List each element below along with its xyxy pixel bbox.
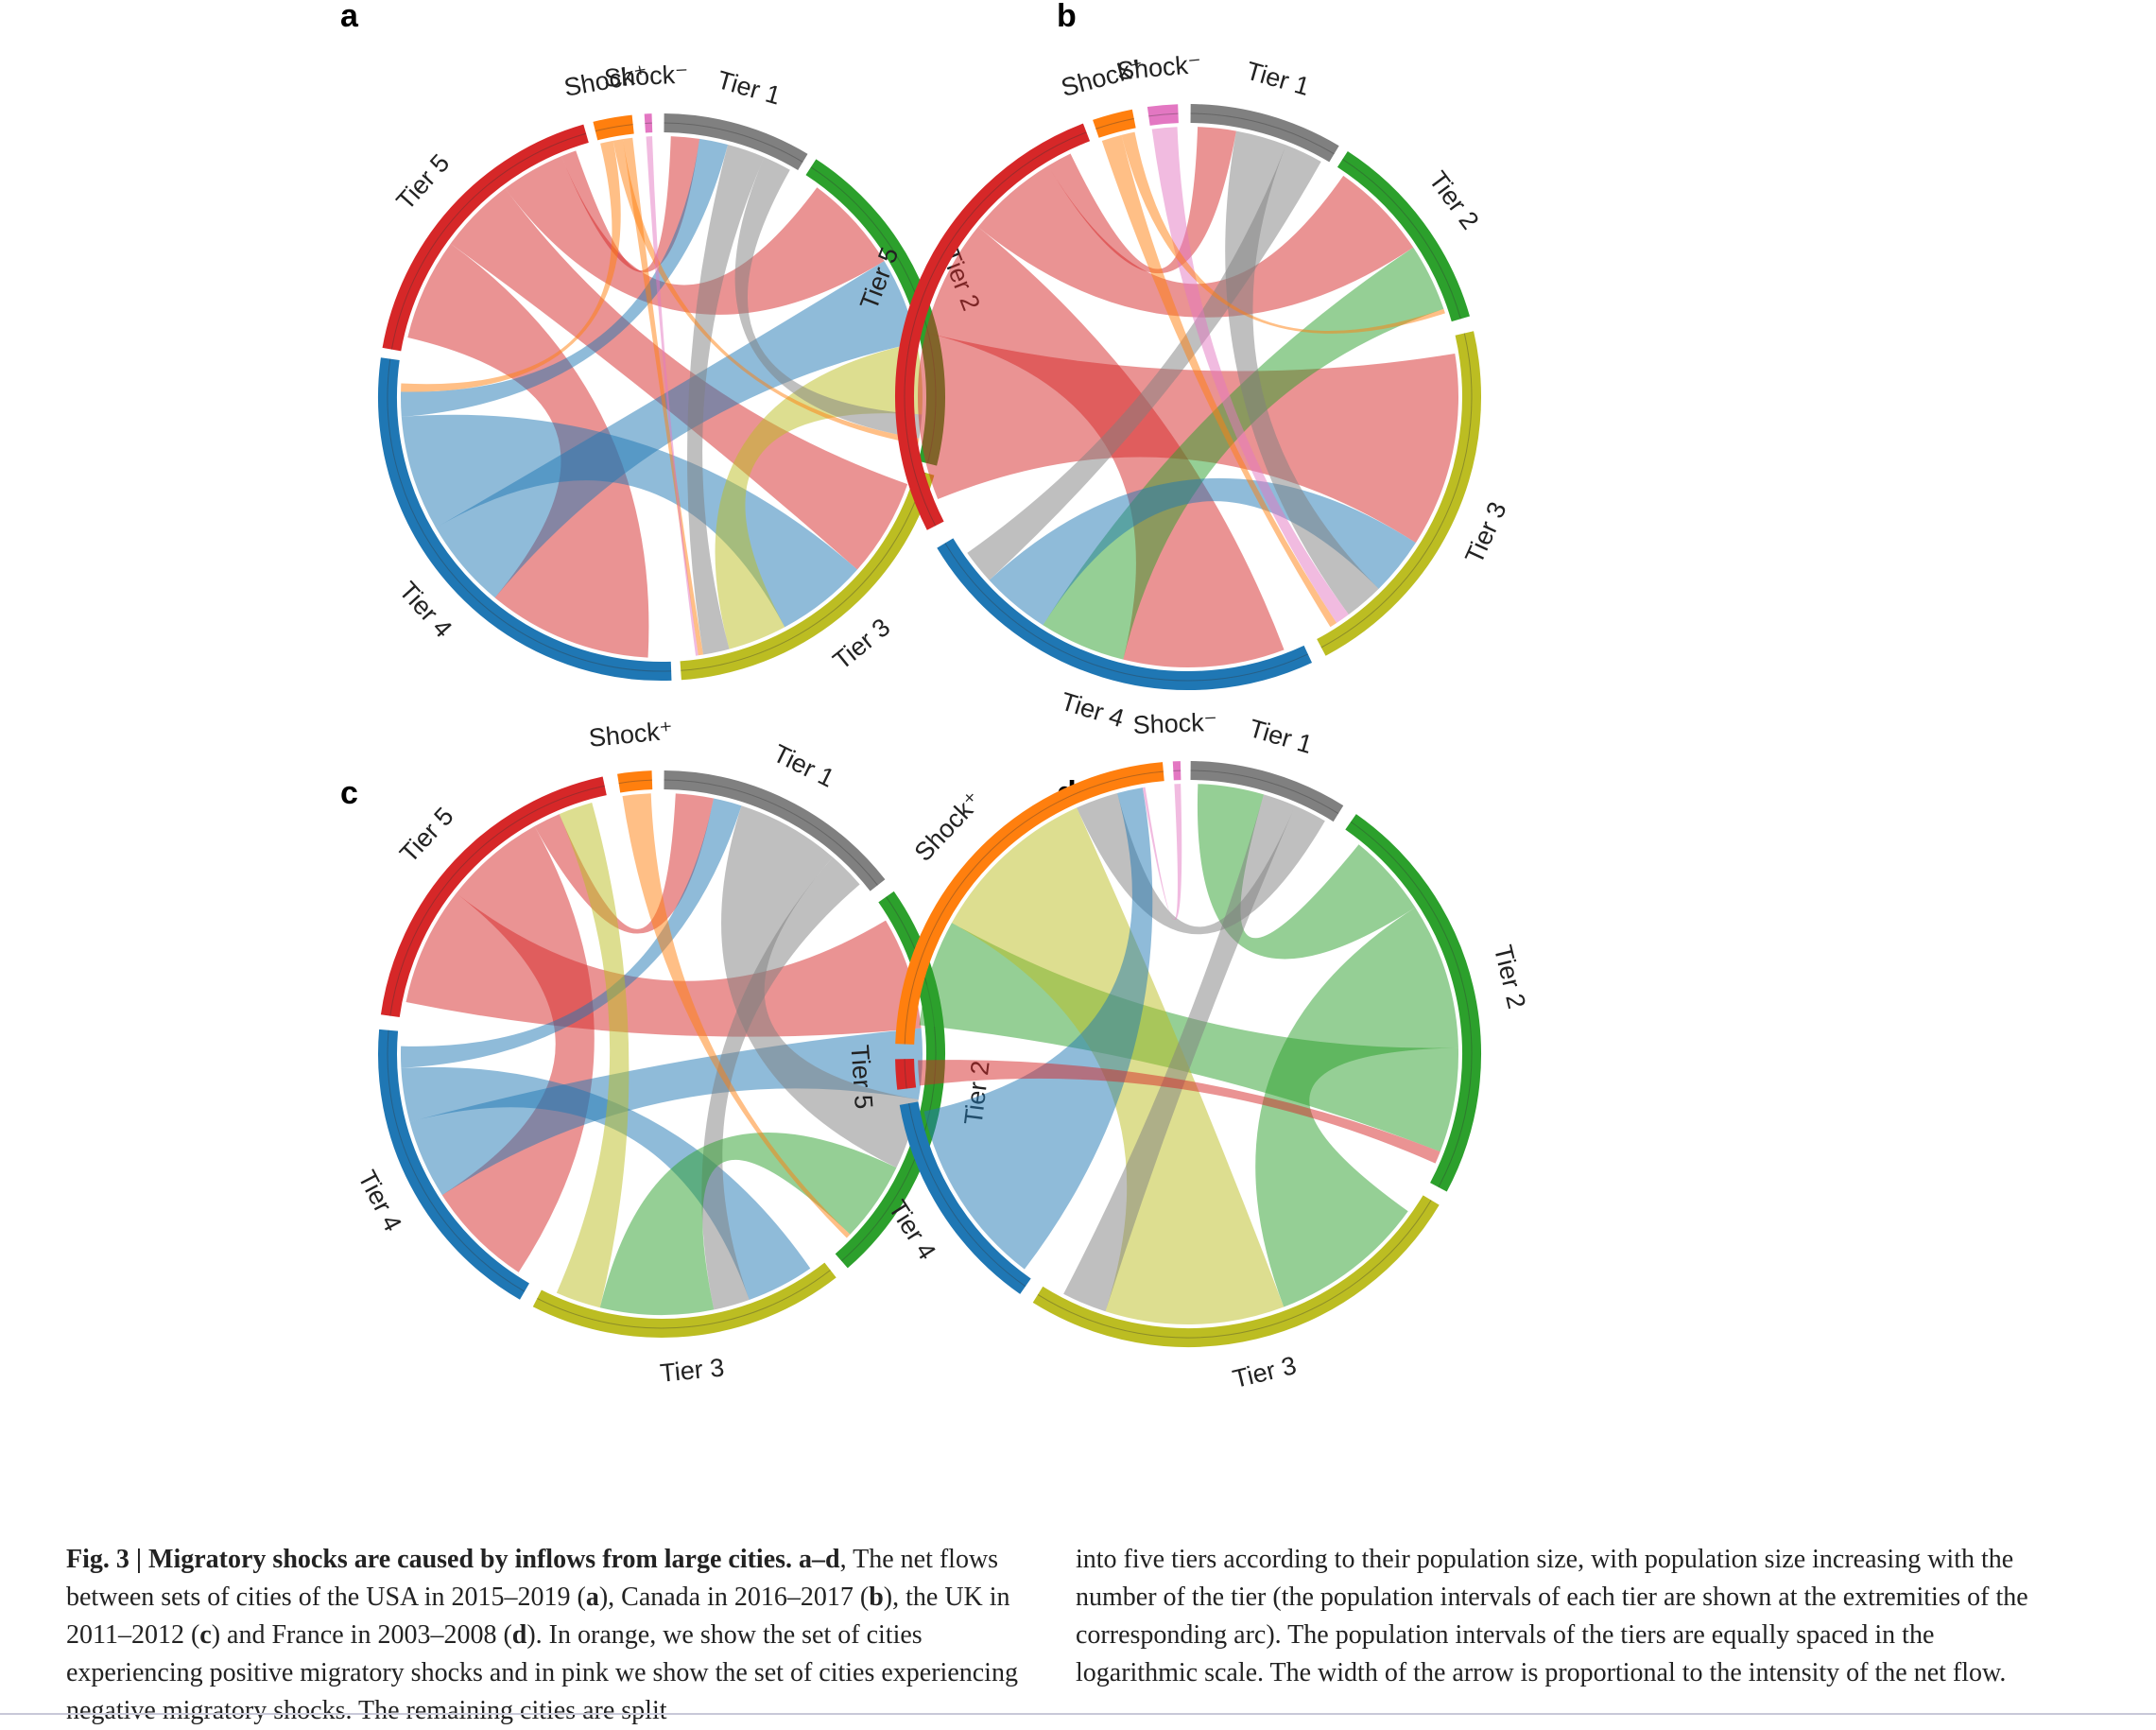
caption-ref-a: a: [586, 1583, 599, 1612]
figure-caption-right: into five tiers according to their popul…: [1076, 1541, 2059, 1692]
segment-label-tier-4: Tier 4: [1058, 687, 1128, 734]
segment-label-tier-1: Tier 1: [1243, 57, 1313, 101]
segment-label-tier-3: Tier 3: [828, 613, 896, 675]
panel-letter-a: a: [340, 0, 359, 34]
segment-label-shock-: Shock⁻: [603, 60, 689, 92]
segment-label-shock-: Shock⁻: [1116, 50, 1203, 86]
caption-text-4: ) and France in 2003–2008 (: [212, 1620, 512, 1650]
flow-ribbons: [401, 793, 923, 1315]
segment-label-tier-1: Tier 1: [768, 739, 838, 793]
segment-label-tier-3: Tier 3: [1230, 1351, 1299, 1393]
caption-text-right: into five tiers according to their popul…: [1076, 1545, 2028, 1687]
segment-label-tier-2: Tier 2: [1489, 943, 1531, 1012]
segment-label-tier-4: Tier 4: [393, 577, 457, 644]
segment-label-tier-5: Tier 5: [845, 1044, 878, 1110]
segment-label-tier-2: Tier 2: [1423, 166, 1485, 235]
segment-label-tier-4: Tier 4: [353, 1166, 407, 1236]
panel-letter-c: c: [340, 775, 358, 811]
segment-label-shock-: Shock⁻: [1132, 708, 1217, 739]
chord-diagram-figure: a Shock⁺ Shock⁻ Tier 1 Tier 2 Tier 3 Tier 4 Tie…: [0, 0, 2156, 1541]
segment-label-tier-5: Tier 5: [391, 148, 456, 216]
segment-label-tier-3: Tier 3: [1459, 497, 1512, 567]
flow-ribbons: [401, 136, 923, 657]
panel-letter-b: b: [1057, 0, 1077, 34]
caption-ref-c: c: [199, 1620, 211, 1650]
caption-ref-b: b: [869, 1583, 884, 1612]
segment-label-tier-4: Tier 4: [883, 1195, 941, 1264]
figure-caption-left: Fig. 3 | Migratory shocks are caused by …: [66, 1541, 1049, 1730]
page-bottom-rule: [0, 1713, 2156, 1715]
flow-ribbons: [918, 784, 1458, 1324]
caption-fig-label: Fig. 3 | Migratory shocks are caused by …: [66, 1545, 840, 1574]
segment-label-tier-1: Tier 1: [1246, 714, 1316, 759]
caption-text-2: ), Canada in 2016–2017 (: [599, 1583, 869, 1612]
segment-label-tier-5: Tier 5: [394, 802, 458, 868]
segment-label-tier-1: Tier 1: [714, 65, 784, 110]
segment-label-shock-: Shock⁺: [588, 716, 675, 752]
flow-ribbons: [918, 127, 1458, 667]
caption-ref-d: d: [512, 1620, 527, 1650]
segment-label-tier-3: Tier 3: [659, 1353, 726, 1387]
